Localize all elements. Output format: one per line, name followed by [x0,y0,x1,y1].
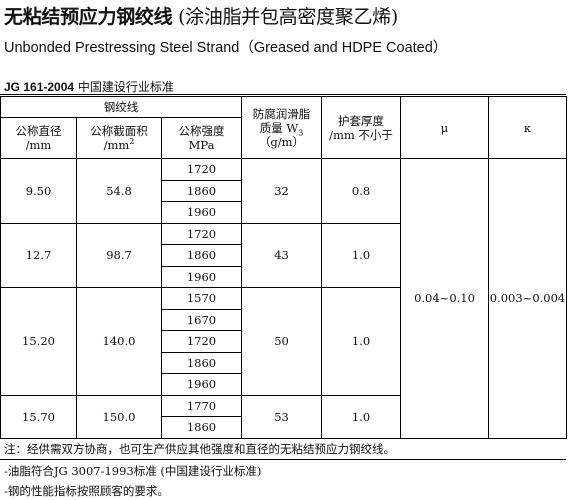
cell-sheath: 1.0 [321,287,402,396]
cell-grease: 43 [241,222,323,288]
cell-kappa: 0.003~0.004 [488,158,568,439]
header-diameter-label: 公称直径 [15,124,62,138]
cell-strength: 1960 [160,201,243,224]
table-row: 15.70 150.0 1770 53 1.0 [0,394,567,439]
title-main: 无粘结预应力钢绞线 [4,6,173,28]
table-row: 9.50 54.8 1720 32 0.8 0.04~0.10 0.003~0.… [0,158,568,439]
header-strength-label: 公称强度 [178,124,225,138]
cell-area: 150.0 [76,394,162,439]
header-diameter: 公称直径 /mm [0,117,77,159]
header-area-unit: /mm [103,138,130,152]
bullet-grease-standard: -油脂符合JG 3007-1993标准 (中国建设行业标准) [4,464,262,478]
header-strength-unit: MPa [188,138,215,152]
cell-grease: 32 [241,158,323,224]
standard-code: JG 161-2004 [4,80,75,94]
cell-strength: 1860 [160,351,243,374]
cell-strength: 1860 [160,244,243,267]
header-grease-unit: （g/m） [258,134,305,149]
cell-diameter: 12.7 [0,222,77,288]
cell-strength: 1720 [160,330,243,353]
cell-strength: 1670 [160,308,243,331]
standard-reference: JG 161-2004 中国建设行业标准 [4,78,174,95]
table-row: 1960 [1,373,567,396]
page-subtitle: Unbonded Prestressing Steel Strand（Greas… [4,40,448,56]
cell-strength: 1770 [160,394,243,417]
header-divider [0,94,566,95]
cell-area: 98.7 [76,222,162,288]
cell-strength: 1960 [160,373,243,396]
header-area-label: 公称截面积 [90,124,148,138]
cell-strength: 1960 [160,265,243,288]
cell-strength: 1720 [160,158,243,181]
table-row: 12.7 98.7 1720 43 1.0 [0,222,567,288]
page-title: 无粘结预应力钢绞线 (涂油脂并包高密度聚乙烯) [4,2,398,29]
cell-area: 140.0 [76,287,162,396]
header-sheath-unit: /mm 不小于 [329,127,393,142]
header-grease-mass: 质量 W [259,120,299,135]
header-diameter-unit: /mm [25,138,52,152]
bullet-steel-spec: -钢的性能指标按照顾客的要求。 [4,484,169,498]
title-paren: (涂油脂并包高密度聚乙烯) [178,6,398,28]
table-row: 1960 [1,201,567,224]
cell-strength: 1860 [160,179,243,202]
group-header-strand: 钢绞线 [0,96,243,118]
cell-diameter: 15.70 [0,394,77,439]
cell-area: 54.8 [76,158,162,224]
cell-sheath: 1.0 [321,222,402,288]
header-grease-label: 防腐润滑脂 [252,106,311,121]
note-divider [0,459,566,460]
cell-mu: 0.04~0.10 [400,158,490,439]
header-grease: 防腐润滑脂 质量 W3 （g/m） [241,96,323,159]
cell-diameter: 9.50 [0,158,77,224]
standard-text: 中国建设行业标准 [77,80,174,94]
header-area-sup: 2 [129,137,135,147]
table-row: 1960 [1,265,567,288]
cell-strength: 1570 [160,287,243,310]
header-sheath: 护套厚度 /mm 不小于 [321,96,402,159]
cell-grease: 50 [241,287,323,396]
header-grease-sub: 3 [298,127,304,137]
table-row: 1860 [1,416,567,439]
header-mu: μ [400,96,490,159]
header-area: 公称截面积 /mm2 [76,117,162,159]
cell-diameter: 15.20 [0,287,77,396]
cell-strength: 1720 [160,222,243,245]
table-row: 15.20 140.0 1570 50 1.0 [0,287,567,396]
cell-strength: 1860 [160,416,243,439]
header-kappa: κ [488,96,568,159]
cell-grease: 53 [241,394,323,439]
cell-sheath: 1.0 [321,394,402,439]
header-sheath-label: 护套厚度 [338,113,385,128]
header-strength: 公称强度 MPa [160,117,243,159]
table-note: 注：经供需双方协商，也可生产供应其他强度和直径的无粘结预应力钢绞线。 [4,442,395,456]
spec-table: 钢绞线 防腐润滑脂 质量 W3 （g/m） 护套厚度 /mm 不小于 μ κ 公… [0,96,568,439]
cell-sheath: 0.8 [321,158,402,224]
